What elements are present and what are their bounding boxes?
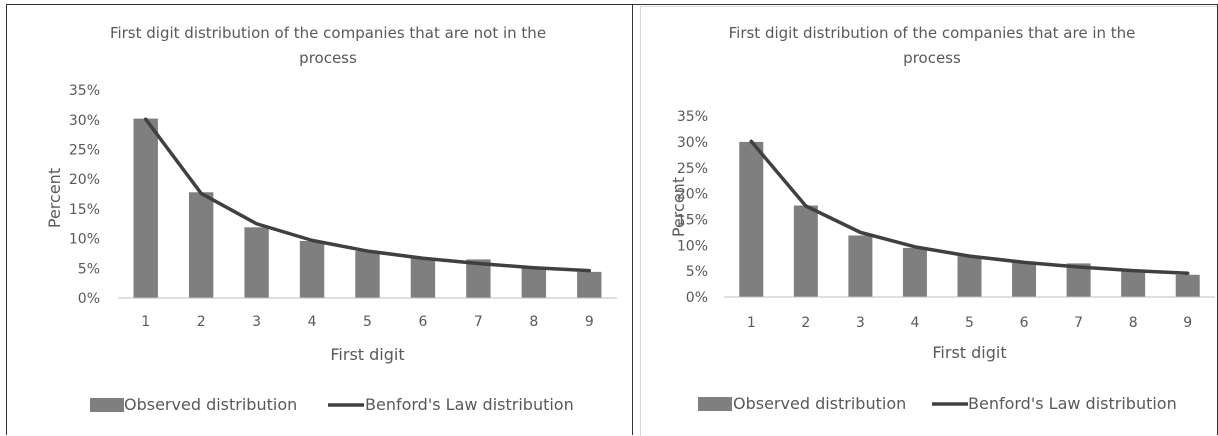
x-tick-label: 4: [910, 315, 919, 331]
x-tick-label: 2: [197, 314, 206, 330]
legend-swatch-observed: [698, 397, 732, 411]
x-tick-label: 8: [529, 314, 538, 330]
bar-observed-4: [902, 247, 927, 297]
legend-label-observed: Observed distribution: [124, 395, 297, 414]
x-tick-label: 5: [363, 314, 372, 330]
bar-observed-6: [1012, 262, 1037, 297]
y-tick-label: 10%: [677, 238, 708, 254]
bar-observed-1: [133, 118, 158, 298]
y-tick-label: 5%: [78, 261, 100, 277]
y-tick-label: 20%: [677, 187, 708, 203]
x-tick-label: 3: [252, 314, 261, 330]
legend-swatch-observed: [90, 398, 124, 412]
bar-observed-6: [410, 258, 436, 298]
bar-observed-8: [1121, 271, 1146, 297]
panel-divider: [632, 4, 633, 435]
y-tick-label: 35%: [69, 83, 100, 99]
bar-observed-5: [355, 251, 380, 298]
y-tick-label: 25%: [69, 143, 100, 159]
x-axis-label: First digit: [330, 345, 404, 364]
x-tick-label: 3: [856, 315, 865, 331]
x-tick-label: 2: [801, 315, 810, 331]
x-tick-label: 4: [308, 314, 317, 330]
bar-observed-2: [793, 205, 818, 297]
line-benford: [143, 117, 592, 273]
x-tick-label: 5: [965, 315, 974, 331]
bar-observed-3: [244, 227, 269, 298]
legend-label-benford: Benford's Law distribution: [365, 395, 574, 414]
chart-not-in-process: First digit distribution of the companie…: [45, 24, 617, 414]
x-tick-label: 7: [474, 314, 483, 330]
y-axis-label: Percent: [669, 177, 688, 237]
x-tick-label: 1: [141, 314, 150, 330]
legend-label-observed: Observed distribution: [733, 394, 906, 413]
x-tick-label: 6: [418, 314, 427, 330]
x-tick-label: 7: [1074, 315, 1083, 331]
y-tick-label: 0%: [686, 290, 708, 306]
x-tick-label: 9: [585, 314, 594, 330]
bar-observed-2: [188, 192, 214, 298]
line-benford: [749, 139, 1190, 275]
bar-observed-5: [957, 256, 982, 297]
x-tick-label: 8: [1129, 315, 1138, 331]
bar-observed-1: [739, 141, 764, 297]
bar-observed-4: [299, 240, 325, 298]
x-tick-label: 6: [1020, 315, 1029, 331]
y-tick-label: 35%: [677, 109, 708, 125]
chart-title-line: First digit distribution of the companie…: [110, 24, 546, 42]
chart-title-line: First digit distribution of the companie…: [729, 24, 1136, 42]
x-axis-label: First digit: [932, 343, 1006, 362]
bar-observed-3: [848, 235, 873, 297]
y-tick-label: 20%: [69, 172, 100, 188]
y-tick-label: 30%: [69, 113, 100, 129]
chart-title-line: process: [299, 49, 357, 67]
y-axis-label: Percent: [45, 168, 64, 228]
bar-observed-8: [521, 267, 547, 298]
legend-label-benford: Benford's Law distribution: [968, 394, 1177, 413]
y-tick-label: 5%: [686, 264, 708, 280]
bar-observed-9: [577, 271, 602, 298]
right-panel-border: [640, 6, 1217, 436]
y-tick-label: 0%: [78, 291, 100, 307]
y-tick-label: 30%: [677, 135, 708, 151]
chart-in-process: First digit distribution of the companie…: [669, 24, 1215, 413]
chart-title-line: process: [903, 49, 961, 67]
x-tick-label: 9: [1183, 315, 1192, 331]
y-tick-label: 25%: [677, 161, 708, 177]
y-tick-label: 15%: [69, 202, 100, 218]
y-tick-label: 15%: [677, 212, 708, 228]
bar-observed-9: [1175, 274, 1200, 297]
x-tick-label: 1: [747, 315, 756, 331]
y-tick-label: 10%: [69, 232, 100, 248]
